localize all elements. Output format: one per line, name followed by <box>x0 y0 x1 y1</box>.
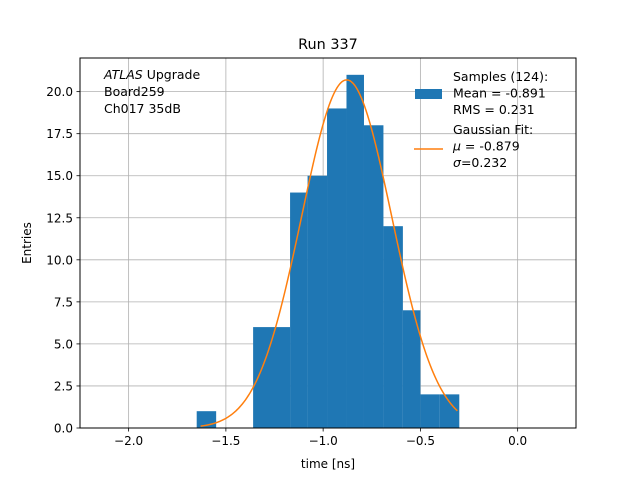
y-tick-label-0: 0.0 <box>54 422 73 436</box>
y-tick-label-7: 17.5 <box>46 127 73 141</box>
y-tick-label-8: 20.0 <box>46 85 73 99</box>
histogram-bar-7 <box>383 226 403 428</box>
chart-title: Run 337 <box>298 37 358 53</box>
y-tick-label-1: 2.5 <box>54 379 73 393</box>
annotation-line-2: Ch017 35dB <box>104 101 181 116</box>
y-tick-label-6: 15.0 <box>46 169 73 183</box>
legend-histogram-line-2: RMS = 0.231 <box>453 102 535 117</box>
histogram-bar-8 <box>402 310 421 428</box>
histogram-bar-5 <box>346 74 364 429</box>
legend-histogram-line-0: Samples (124): <box>453 69 548 84</box>
annotation-line-1: Board259 <box>104 84 165 99</box>
axes-frame <box>79 57 577 429</box>
x-tick-label-3: −0.5 <box>406 434 435 448</box>
x-tick-label-1: −1.5 <box>211 434 240 448</box>
x-tick-label-0: −2.0 <box>114 434 143 448</box>
x-axis-label: time [ns] <box>301 457 355 471</box>
y-tick-label-3: 7.5 <box>54 295 73 309</box>
histogram-bar-4 <box>327 108 347 429</box>
legend-histogram-swatch <box>415 89 442 99</box>
histogram-bar-9 <box>420 394 440 428</box>
y-axis-ticks: 0.0 2.5 5.0 7.5 10.0 12.5 15.0 17.5 20.0 <box>46 85 80 436</box>
y-tick-label-5: 12.5 <box>46 211 73 225</box>
histogram-bar-3 <box>307 175 328 428</box>
legend-fit-line-2: σ=0.232 <box>453 155 507 170</box>
run-annotation: ATLAS Upgrade Board259 Ch017 35dB <box>103 67 200 116</box>
histogram-bars <box>196 74 460 429</box>
legend: Samples (124): Mean = -0.891 RMS = 0.231… <box>414 69 548 170</box>
x-tick-label-2: −1.0 <box>309 434 338 448</box>
legend-histogram-line-1: Mean = -0.891 <box>453 86 546 101</box>
x-axis-ticks: −2.0 −1.5 −1.0 −0.5 0.0 <box>114 428 527 448</box>
y-axis-label: Entries <box>20 222 34 264</box>
gaussian-fit <box>200 79 458 427</box>
histogram-bar-1 <box>253 327 291 428</box>
histogram-bar-10 <box>439 394 460 428</box>
y-tick-label-2: 5.0 <box>54 337 73 351</box>
annotation-line-0: ATLAS Upgrade <box>103 67 200 82</box>
legend-fit-line-1: μ = -0.879 <box>452 139 520 154</box>
y-tick-label-4: 10.0 <box>46 253 73 267</box>
fit-curve <box>200 79 458 427</box>
histogram-bar-6 <box>363 125 384 428</box>
x-tick-label-4: 0.0 <box>508 434 527 448</box>
legend-fit-line-0: Gaussian Fit: <box>453 122 533 137</box>
